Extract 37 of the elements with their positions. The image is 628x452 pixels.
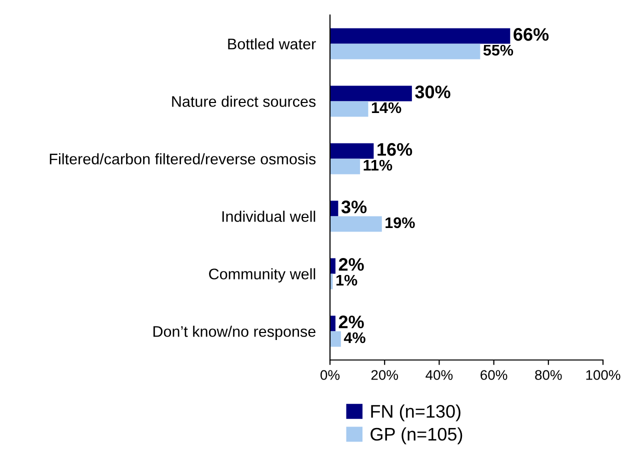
y-tick-label: Filtered/carbon filtered/reverse osmosis <box>50 153 316 164</box>
data-label: 16% <box>378 143 412 156</box>
data-label: 19% <box>386 217 415 228</box>
data-label: 66% <box>514 28 549 41</box>
y-tick-label: Individual well <box>222 210 316 222</box>
y-tick-label: Nature direct sources <box>172 96 316 107</box>
bar <box>330 86 412 102</box>
bar <box>330 258 336 274</box>
data-label: 2% <box>338 258 364 271</box>
bar <box>330 101 368 117</box>
bar <box>330 316 336 332</box>
bar <box>330 44 480 60</box>
x-tick-label: 60% <box>480 370 508 380</box>
x-tick-label: 20% <box>371 370 398 380</box>
data-label: 1% <box>336 274 358 286</box>
bar <box>330 28 510 44</box>
x-tick-label: 0% <box>320 370 340 380</box>
y-tick-label: Don’t know/no response <box>153 326 316 340</box>
data-label: 30% <box>415 86 450 98</box>
x-tick-label: 40% <box>426 370 453 380</box>
bar <box>330 158 360 174</box>
data-label: 11% <box>364 160 392 171</box>
legend-label: GP (n=105) <box>370 427 462 444</box>
y-tick-label: Community well <box>209 268 316 282</box>
data-label: 14% <box>372 102 402 114</box>
bar <box>330 216 382 232</box>
legend-label: FN (n=130) <box>371 404 460 422</box>
bar <box>330 200 338 216</box>
data-label: 3% <box>341 200 367 214</box>
x-tick-label: 80% <box>535 370 562 380</box>
bar <box>330 331 341 347</box>
data-label: 4% <box>344 332 366 344</box>
bar <box>330 143 374 159</box>
data-label: 2% <box>338 316 364 328</box>
y-tick-label: Bottled water <box>228 38 316 50</box>
data-label: 55% <box>483 44 514 56</box>
x-tick-label: 100% <box>586 370 620 380</box>
